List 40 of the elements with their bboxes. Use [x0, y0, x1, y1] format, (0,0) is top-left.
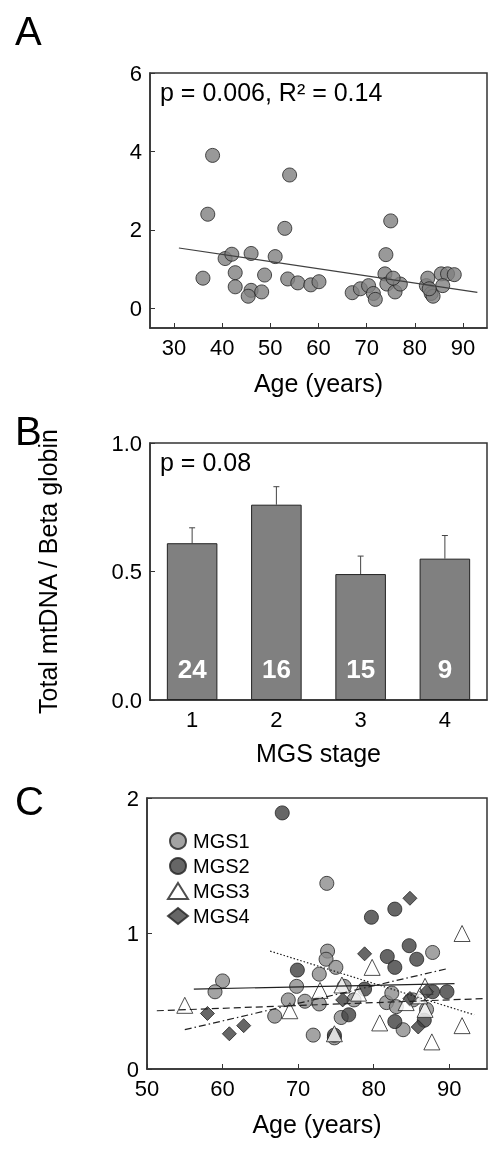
- x-tick-label: 4: [438, 706, 451, 732]
- x-tick-label: 2: [270, 706, 283, 732]
- y-tick-label: 0: [129, 295, 142, 321]
- y-tick-label: 2: [126, 785, 139, 811]
- chart-title: C: [15, 779, 44, 823]
- y-tick-label: 1: [126, 921, 139, 946]
- x-tick-label: 60: [210, 1075, 235, 1101]
- y-tick-label: 1.0: [111, 430, 142, 456]
- x-axis-title: Age (years): [252, 1109, 382, 1138]
- annotation: 24: [177, 654, 208, 684]
- x-tick-label: 80: [402, 334, 428, 360]
- x-tick-label: 90: [436, 1075, 462, 1101]
- y-tick-label: 0.0: [111, 687, 142, 713]
- annotation: 16: [261, 654, 291, 684]
- y-tick-label: 4: [129, 138, 142, 164]
- x-axis-title: Age (years): [253, 368, 384, 397]
- x-tick-label: 3: [354, 706, 367, 732]
- annotation: p = 0.006, R² = 0.14: [160, 77, 383, 106]
- y-tick-label: 2: [129, 217, 142, 243]
- legend-label: MGS1: [193, 830, 250, 852]
- x-tick-label: 50: [258, 334, 283, 360]
- x-tick-label: 60: [306, 334, 331, 360]
- x-tick-label: 80: [361, 1075, 386, 1101]
- x-tick-label: 70: [285, 1075, 311, 1101]
- x-tick-label: 90: [450, 334, 476, 360]
- annotation: p = 0.08: [160, 447, 252, 476]
- y-tick-label: 0: [126, 1056, 139, 1082]
- legend-label: MGS3: [193, 880, 250, 902]
- y-tick-label: 0.5: [111, 559, 142, 584]
- legend-label: MGS2: [193, 855, 250, 877]
- y-tick-label: 6: [129, 60, 142, 86]
- x-axis-title: MGS stage: [255, 738, 382, 767]
- annotation: 9: [437, 654, 453, 684]
- x-tick-label: 1: [186, 706, 199, 732]
- x-tick-label: 70: [354, 334, 379, 360]
- x-tick-label: 40: [209, 334, 235, 360]
- chart-title: A: [15, 9, 42, 53]
- annotation: 15: [346, 654, 376, 684]
- x-tick-label: 30: [161, 334, 187, 360]
- legend-label: MGS4: [193, 905, 250, 927]
